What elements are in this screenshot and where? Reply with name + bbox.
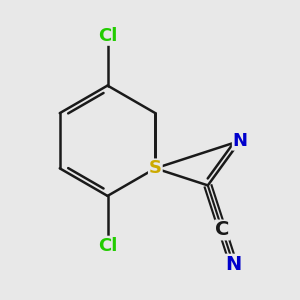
Text: N: N <box>225 255 242 274</box>
Text: C: C <box>215 220 230 239</box>
Text: Cl: Cl <box>98 27 117 45</box>
Text: N: N <box>233 132 248 150</box>
Text: S: S <box>149 159 162 177</box>
Text: Cl: Cl <box>98 237 117 255</box>
